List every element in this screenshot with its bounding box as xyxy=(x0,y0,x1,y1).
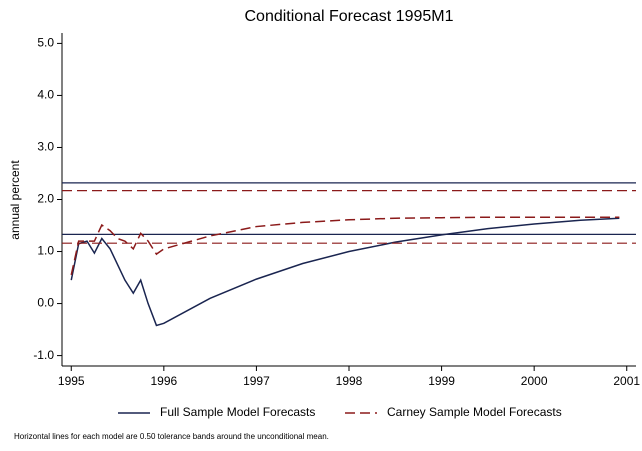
y-axis-label: annual percent xyxy=(8,160,22,240)
x-tick-label: 1999 xyxy=(428,374,455,388)
x-tick-label: 1998 xyxy=(336,374,363,388)
y-tick-label: 3.0 xyxy=(37,140,54,154)
y-tick-label: 1.0 xyxy=(37,244,54,258)
x-tick-label: 2000 xyxy=(521,374,548,388)
x-tick-label: 1996 xyxy=(150,374,177,388)
x-tick-label: 1995 xyxy=(58,374,85,388)
y-tick-label: -1.0 xyxy=(33,348,54,362)
y-tick-label: 5.0 xyxy=(37,36,54,50)
legend-label: Full Sample Model Forecasts xyxy=(160,405,315,419)
y-tick-label: 4.0 xyxy=(37,88,54,102)
y-tick-label: 0.0 xyxy=(37,296,54,310)
note: Horizontal lines for each model are 0.50… xyxy=(14,432,329,441)
x-tick-label: 2001 xyxy=(613,374,640,388)
series-line xyxy=(70,216,620,276)
legend-label: Carney Sample Model Forecasts xyxy=(387,405,562,419)
chart-title: Conditional Forecast 1995M1 xyxy=(244,8,453,25)
y-tick-label: 2.0 xyxy=(37,192,54,206)
x-tick-label: 1997 xyxy=(243,374,270,388)
